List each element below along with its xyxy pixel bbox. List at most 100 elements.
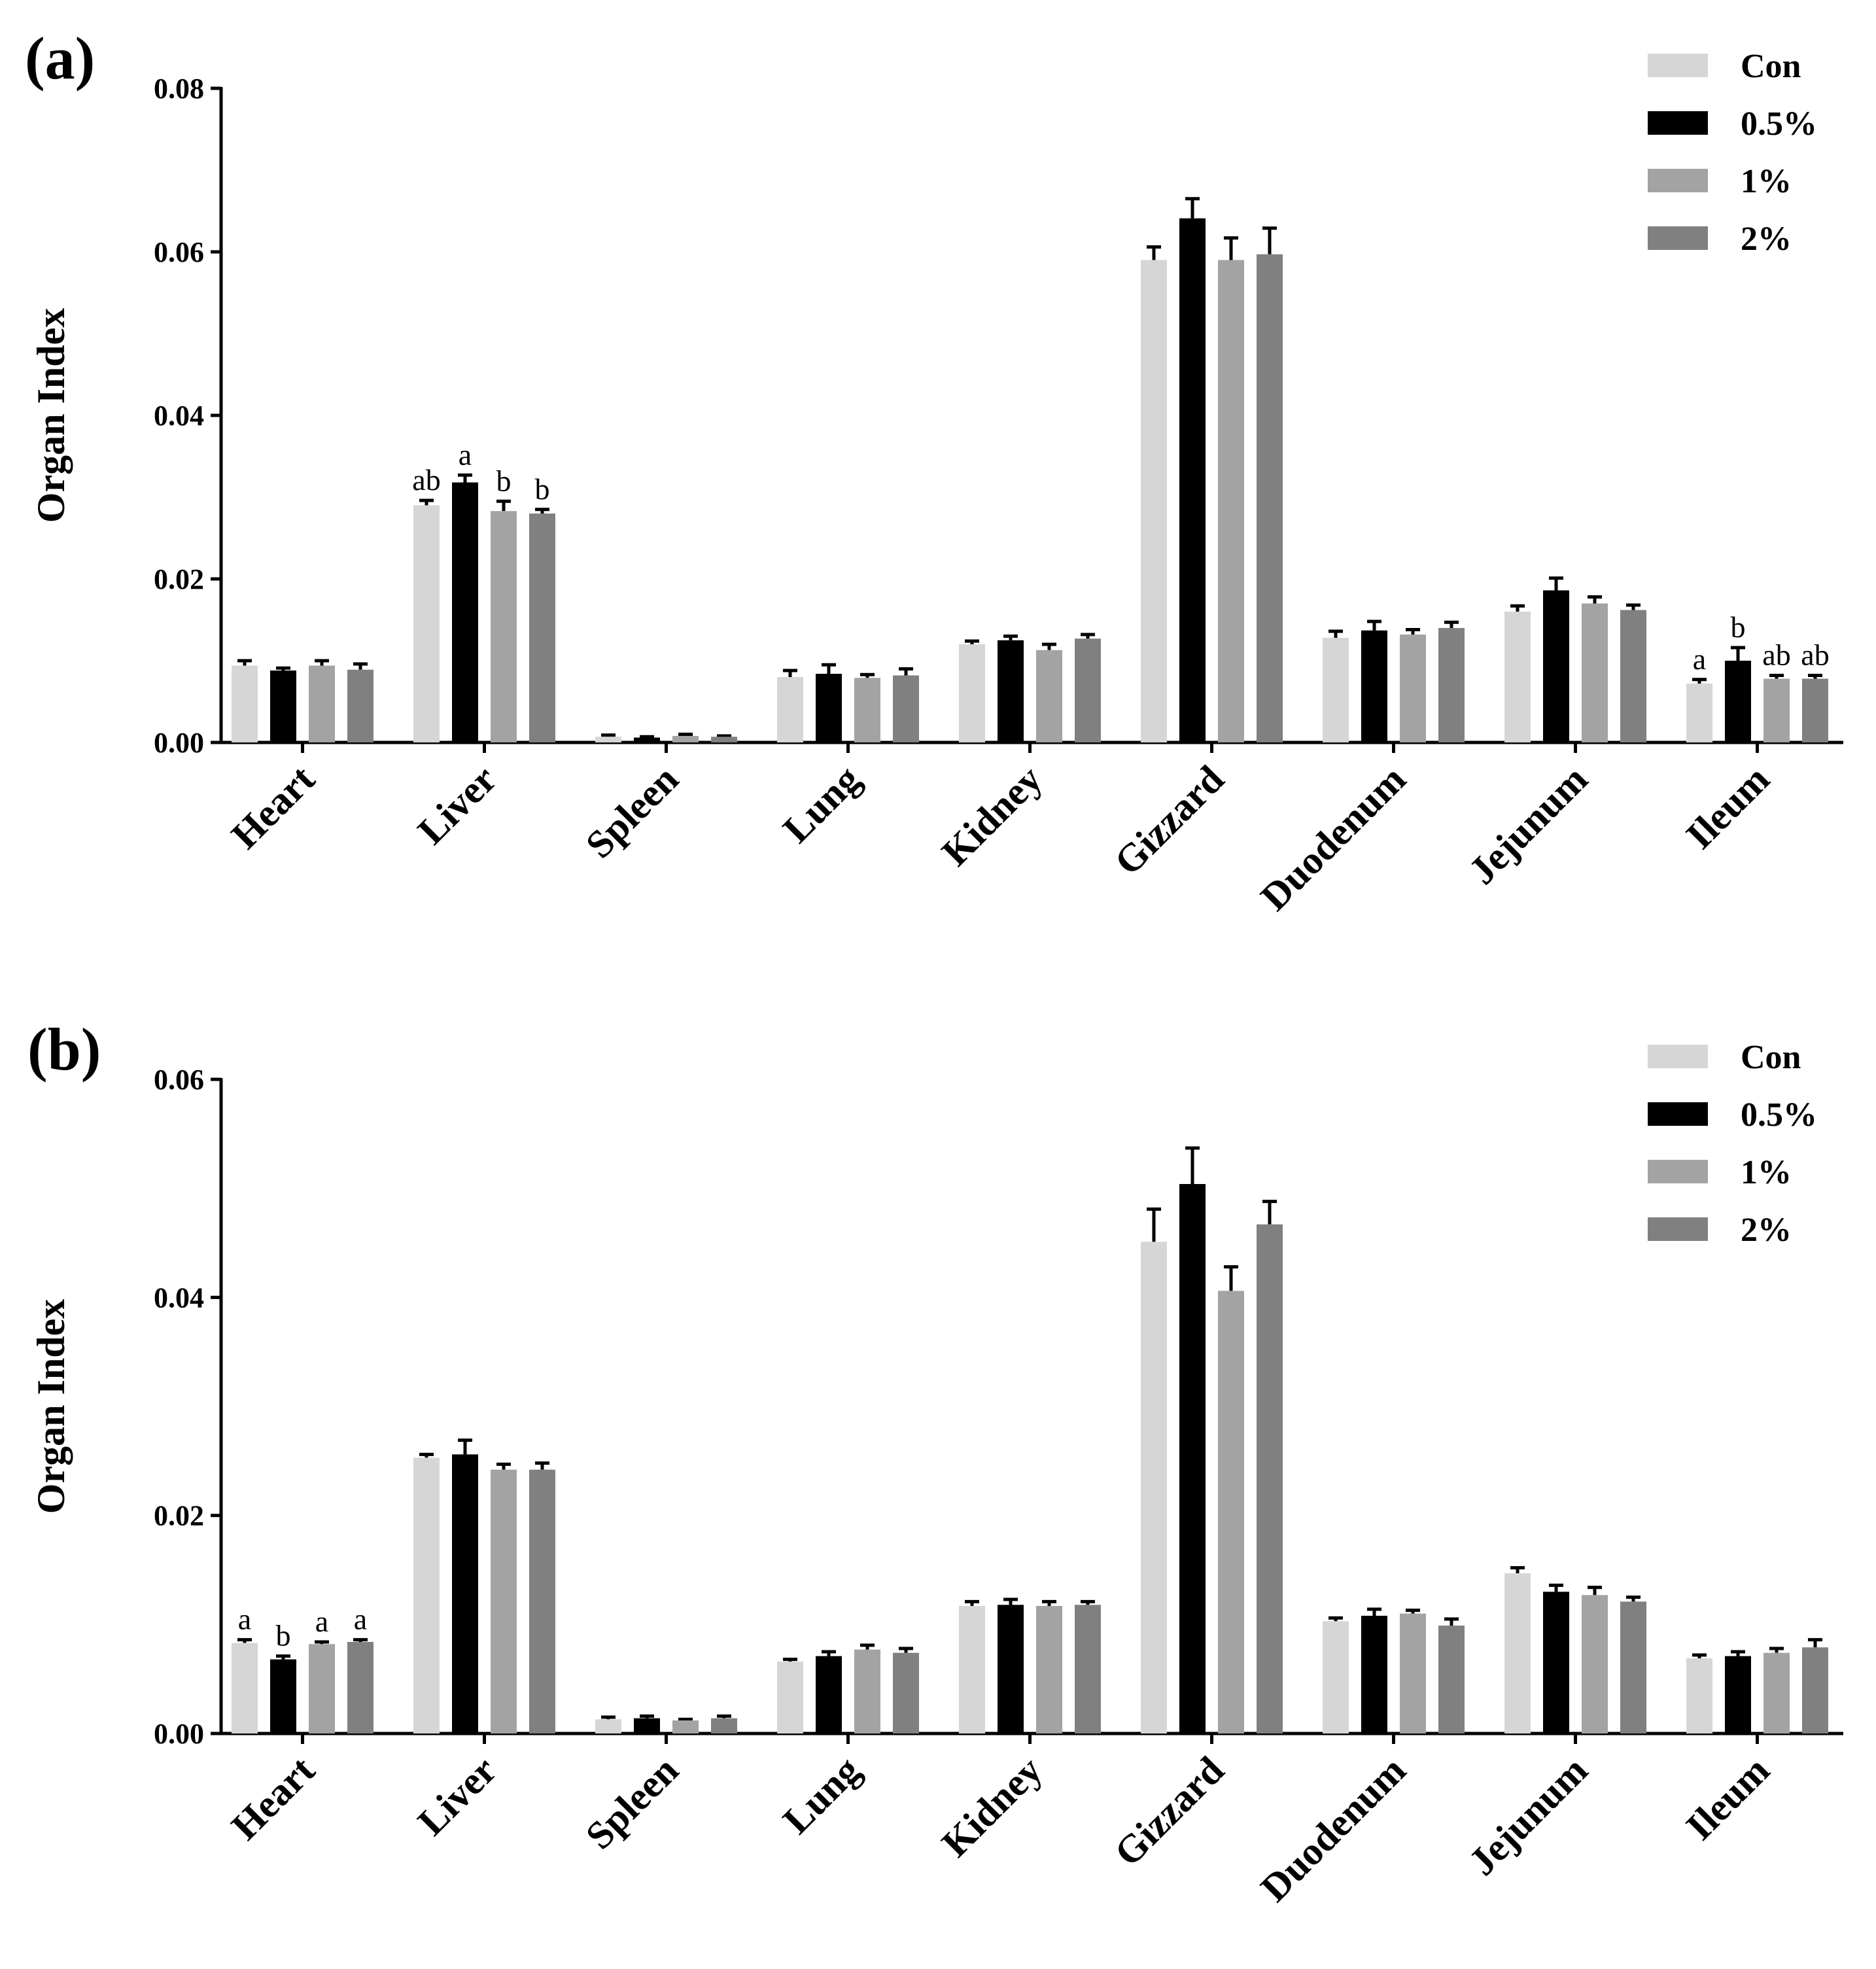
category-label-lung: Lung [774,758,868,851]
legend-label-con: Con [1741,1039,1801,1076]
bar-liver-con [413,1457,440,1734]
bar-ileum-0-5pct [1725,661,1751,742]
y-tick-label: 0.02 [154,563,204,595]
bar-kidney-0-5pct [998,1605,1024,1734]
category-label-ileum: Ileum [1678,758,1778,858]
legend: Con 0.5% 1% 2% [1648,48,1817,258]
y-tick-label: 0.06 [154,236,204,268]
bar-gizzard-1pct [1218,260,1244,742]
bar-spleen-2pct [711,1718,737,1734]
category-group-duodenum: Duodenum [1253,1607,1465,1910]
significance-letter: a [354,1603,367,1636]
bar-jejunum-1pct [1582,1595,1608,1734]
bar-jejunum-con [1504,1573,1531,1734]
bar-duodenum-0-5pct [1361,630,1387,742]
bar-liver-1pct [491,511,517,742]
bar-jejunum-0-5pct [1543,590,1569,742]
category-group-gizzard: Gizzard [1106,197,1283,884]
bar-ileum-1pct [1763,1652,1790,1734]
bar-jejunum-2pct [1620,610,1646,742]
category-label-gizzard: Gizzard [1106,1749,1232,1875]
category-label-kidney: Kidney [933,1749,1051,1866]
bar-duodenum-con [1323,1621,1349,1734]
category-group-spleen: Spleen [578,733,737,866]
legend-label-0-5pct: 0.5% [1741,105,1817,143]
bar-duodenum-2pct [1438,1626,1465,1734]
bar-spleen-2pct [711,737,737,742]
bar-heart-1pct [309,665,335,742]
category-group-heart: Heart [223,659,373,857]
bar-ileum-con [1686,684,1712,742]
category-label-liver: Liver [409,758,505,853]
legend-swatch-con [1648,1045,1708,1068]
panel-a: (a) Organ Index 0.00 0.02 0.04 0.06 0.08 Heart L… [25,25,1843,919]
category-group-liver: Liver [409,473,555,853]
category-label-gizzard: Gizzard [1106,758,1232,884]
bar-lung-1pct [854,1649,880,1734]
legend-swatch-0-5pct [1648,1102,1708,1126]
bar-heart-con [232,1643,258,1734]
y-tick-label: 0.02 [154,1500,204,1532]
category-label-liver: Liver [409,1749,505,1844]
bar-kidney-1pct [1036,650,1062,742]
legend-swatch-2pct [1648,226,1708,250]
significance-letter: a [315,1605,328,1638]
bar-jejunum-0-5pct [1543,1592,1569,1734]
category-label-duodenum: Duodenum [1253,1749,1414,1910]
bar-heart-0-5pct [270,671,296,742]
category-group-gizzard: Gizzard [1106,1146,1283,1875]
bar-ileum-1pct [1763,678,1790,742]
legend-label-1pct: 1% [1741,1154,1792,1191]
bar-ileum-con [1686,1658,1712,1734]
bar-heart-con [232,665,258,742]
legend-label-0-5pct: 0.5% [1741,1096,1817,1134]
bar-lung-2pct [893,675,919,742]
bar-duodenum-2pct [1438,628,1465,742]
bar-duodenum-0-5pct [1361,1616,1387,1734]
bar-lung-0-5pct [816,1656,842,1734]
bar-gizzard-0-5pct [1179,1184,1206,1734]
bar-spleen-0-5pct [634,737,660,742]
bar-liver-1pct [491,1469,517,1734]
significance-letter: a [459,438,472,471]
significance-letter: b [276,1619,291,1652]
legend-label-2pct: 2% [1741,220,1792,258]
bar-spleen-1pct [672,736,699,742]
category-label-kidney: Kidney [933,758,1051,875]
category-label-lung: Lung [774,1749,868,1842]
category-group-liver: Liver [409,1438,555,1844]
legend-swatch-0-5pct [1648,111,1708,135]
bar-spleen-0-5pct [634,1718,660,1734]
legend-label-2pct: 2% [1741,1211,1792,1249]
bar-lung-con [777,677,803,742]
bar-gizzard-2pct [1257,1224,1283,1734]
bar-heart-0-5pct [270,1659,296,1734]
category-group-lung: Lung [774,1643,919,1842]
legend-swatch-1pct [1648,169,1708,192]
significance-letter: b [1731,610,1746,644]
bar-spleen-con [595,1719,621,1734]
bar-kidney-1pct [1036,1606,1062,1734]
legend-label-1pct: 1% [1741,163,1792,200]
significance-letter: ab [412,463,440,497]
bar-liver-con [413,505,440,742]
category-group-jejunum: Jejunum [1461,576,1646,892]
bar-jejunum-1pct [1582,603,1608,742]
significance-letter: a [238,1603,251,1636]
bar-ileum-0-5pct [1725,1656,1751,1734]
bar-kidney-con [959,644,985,742]
category-label-jejunum: Jejunum [1461,1749,1596,1884]
significance-letter: b [535,472,550,506]
bar-gizzard-0-5pct [1179,218,1206,742]
bar-ileum-2pct [1802,678,1828,742]
bar-liver-2pct [529,514,555,742]
bar-kidney-2pct [1075,1605,1101,1734]
bar-spleen-1pct [672,1720,699,1734]
legend: Con 0.5% 1% 2% [1648,1039,1817,1249]
bar-heart-2pct [347,669,373,742]
bar-ileum-2pct [1802,1647,1828,1734]
bar-liver-0-5pct [452,1454,478,1734]
y-tick-label: 0.08 [154,73,204,105]
significance-letter: a [1693,642,1706,676]
